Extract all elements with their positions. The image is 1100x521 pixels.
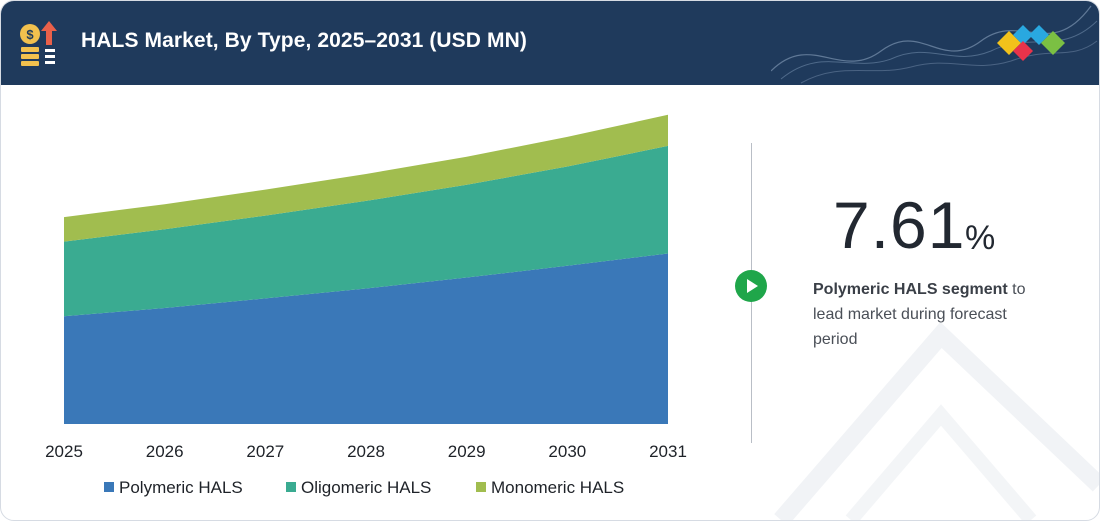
legend-swatch: [104, 482, 114, 492]
area-monomeric-hals: [64, 114, 668, 242]
x-tick-label: 2031: [649, 442, 687, 461]
segment-name: Polymeric HALS segment: [813, 281, 1008, 298]
play-arrow-icon[interactable]: [735, 270, 767, 302]
money-growth-icon: $: [20, 21, 57, 66]
cagr-description: Polymeric HALS segment to lead market du…: [813, 277, 1053, 352]
header-bar: $ HALS Market, By Type, 2025–2031 (USD M…: [1, 1, 1099, 85]
legend-label: Monomeric HALS: [491, 478, 624, 497]
cagr-value: 7.61: [833, 188, 966, 262]
area-chart: 2025 2026 2027 2028 2029 2030 2031 Polymeric HA…: [45, 114, 687, 497]
background-decoration: [774, 321, 1099, 520]
legend-label: Polymeric HALS: [119, 478, 243, 497]
cagr-unit: %: [965, 219, 996, 257]
x-tick-label: 2030: [548, 442, 586, 461]
legend-label: Oligomeric HALS: [301, 478, 431, 497]
x-tick-label: 2026: [146, 442, 184, 461]
x-tick-label: 2025: [45, 442, 83, 461]
area-oligomeric-hals: [64, 145, 668, 317]
x-tick-label: 2028: [347, 442, 385, 461]
x-tick-label: 2027: [246, 442, 284, 461]
legend-swatch: [286, 482, 296, 492]
svg-text:$: $: [26, 27, 34, 42]
area-polymeric-hals: [64, 253, 668, 424]
diamond-cluster-logo-icon: [997, 25, 1065, 61]
chart-title: HALS Market, By Type, 2025–2031 (USD MN): [81, 29, 527, 52]
legend-swatch: [476, 482, 486, 492]
x-tick-label: 2029: [448, 442, 486, 461]
segment-text: to lead market during forecast period: [813, 281, 1026, 348]
